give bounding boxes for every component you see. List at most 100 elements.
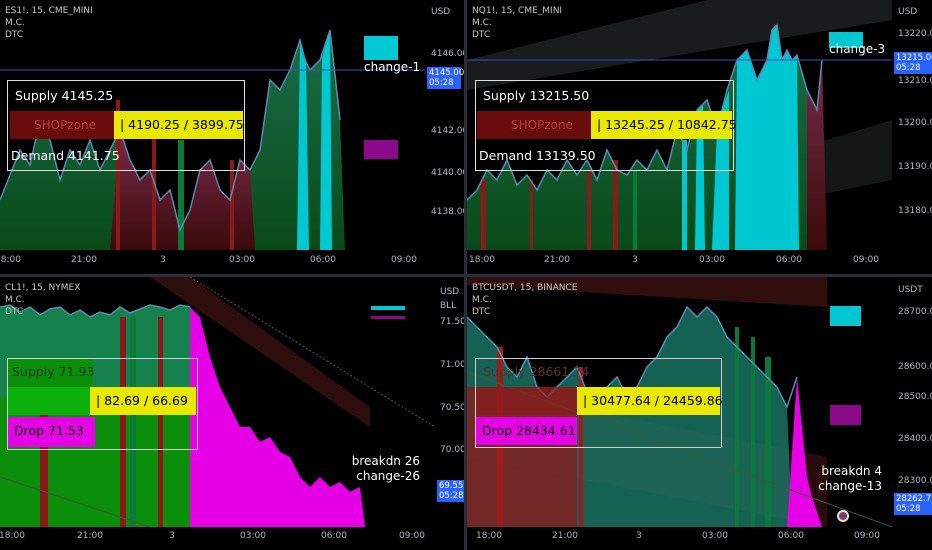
cyan-signal-square bbox=[829, 32, 863, 48]
price-tick: 71.50 bbox=[440, 317, 464, 327]
price-tick: 13200.00 bbox=[898, 118, 932, 128]
price-tick: 13220.00 bbox=[898, 29, 932, 39]
symbol-label[interactable]: CL1!, 15, NYMEX bbox=[5, 283, 81, 293]
cl-price-axis[interactable]: USD BLL 71.50 71.00 70.50 70.00 69.55 05… bbox=[435, 277, 464, 527]
range-label: | 13245.25 / 10842.75 bbox=[591, 111, 737, 139]
price-tick: 71.00 bbox=[440, 360, 464, 370]
price-tick: 13190.00 bbox=[898, 162, 932, 172]
current-price-tag: 4145.00 05:28 bbox=[427, 67, 464, 89]
range-label: | 30477.64 / 24459.86 bbox=[577, 387, 723, 415]
range-label: | 4190.25 / 3899.75 bbox=[114, 111, 244, 139]
time-tick: 18:00 bbox=[0, 255, 21, 265]
cl-time-axis[interactable]: 18:00 21:00 3 03:00 06:00 09:00 bbox=[0, 531, 435, 545]
time-tick: 21:00 bbox=[544, 255, 570, 265]
indicator-mc-label[interactable]: M.C. bbox=[472, 18, 492, 28]
time-tick: 03:00 bbox=[229, 255, 255, 265]
es-time-axis[interactable]: 18:00 21:00 3 03:00 06:00 09:00 bbox=[0, 255, 425, 269]
currency-label: USDT bbox=[898, 285, 923, 295]
price-tick: 4142.00 bbox=[431, 126, 464, 136]
price-tick: 13180.00 bbox=[898, 206, 932, 216]
unit-label: BLL bbox=[440, 301, 457, 311]
indicator-mc-label[interactable]: M.C. bbox=[5, 295, 25, 305]
symbol-label[interactable]: NQ1!, 15, CME_MINI bbox=[472, 6, 563, 16]
nq-price-area bbox=[467, 0, 892, 250]
time-tick: 09:00 bbox=[399, 531, 425, 541]
price-tick: 28600.00 bbox=[898, 362, 932, 372]
currency-label: USD bbox=[440, 287, 460, 297]
time-tick: 06:00 bbox=[776, 255, 802, 265]
symbol-label[interactable]: ES1!, 15, CME_MINI bbox=[5, 6, 93, 16]
breakdown-label: breakdn 4 bbox=[821, 464, 882, 478]
supply-drop-zone-box bbox=[7, 358, 198, 450]
time-tick: 03:00 bbox=[699, 255, 725, 265]
time-tick: 09:00 bbox=[853, 255, 879, 265]
time-tick: 06:00 bbox=[310, 255, 336, 265]
btc-chart-header: BTCUSDT, 15, BINANCE M.C. DTC bbox=[472, 282, 577, 318]
demand-label: Demand 4141.75 bbox=[11, 148, 120, 163]
es-price-axis[interactable]: USD 4146.00 4142.00 4140.00 4138.00 4145… bbox=[425, 0, 464, 250]
supply-label: Supply 4145.25 bbox=[15, 88, 114, 103]
cyan-legend-line bbox=[371, 306, 405, 310]
time-tick: 06:00 bbox=[321, 531, 347, 541]
time-tick: 18:00 bbox=[476, 531, 502, 541]
indicator-dtc-label[interactable]: DTC bbox=[5, 307, 24, 317]
nq-chart-header: NQ1!, 15, CME_MINI M.C. DTC bbox=[472, 5, 562, 41]
time-tick: 06:00 bbox=[778, 531, 804, 541]
change-note: change-1 bbox=[364, 60, 421, 74]
supply-bar bbox=[8, 359, 93, 387]
btc-chart-panel[interactable]: BTCUSDT, 15, BINANCE M.C. DTC Supply 286… bbox=[467, 277, 932, 550]
supply-demand-zone-box bbox=[475, 80, 734, 171]
indicator-mc-label[interactable]: M.C. bbox=[472, 295, 492, 305]
nq-time-axis[interactable]: 18:00 21:00 3 03:00 06:00 09:00 bbox=[467, 255, 892, 269]
cl-chart-panel[interactable]: CL1!, 15, NYMEX M.C. DTC Supply 71.93 | … bbox=[0, 277, 464, 550]
es-price-area bbox=[0, 29, 425, 250]
change-label: change-26 bbox=[356, 469, 420, 483]
current-time: 05:28 bbox=[896, 63, 921, 73]
current-price-tag: 13215.00 05:28 bbox=[894, 52, 932, 74]
range-label: | 82.69 / 66.69 bbox=[90, 387, 196, 415]
price-tick: 28700.00 bbox=[898, 307, 932, 317]
indicator-dtc-label[interactable]: DTC bbox=[472, 307, 491, 317]
magenta-signal-square bbox=[830, 405, 861, 425]
magenta-legend-line bbox=[371, 316, 405, 319]
time-tick: 18:00 bbox=[469, 255, 495, 265]
cyan-signal-square bbox=[364, 36, 398, 60]
current-price: 13215.00 bbox=[896, 53, 932, 63]
supply-label: Supply 28661.74 bbox=[483, 364, 590, 379]
symbol-label[interactable]: BTCUSDT, 15, BINANCE bbox=[472, 283, 578, 293]
price-tick: 4138.00 bbox=[431, 207, 464, 217]
btc-time-axis[interactable]: 18:00 21:00 3 03:00 06:00 09:00 bbox=[467, 531, 892, 545]
price-tick: 4140.00 bbox=[431, 168, 464, 178]
cl-chart-header: CL1!, 15, NYMEX M.C. DTC bbox=[5, 282, 80, 318]
currency-label: USD bbox=[431, 7, 451, 17]
indicator-dtc-label[interactable]: DTC bbox=[5, 30, 24, 40]
demand-label: Demand 13139.50 bbox=[479, 148, 596, 163]
nq-chart-panel[interactable]: NQ1!, 15, CME_MINI M.C. DTC Supply 13215… bbox=[467, 0, 932, 274]
current-time: 05:28 bbox=[896, 504, 921, 514]
time-tick: 09:00 bbox=[391, 255, 417, 265]
current-price: 4145.00 bbox=[429, 68, 464, 78]
time-tick: 3 bbox=[632, 255, 638, 265]
vertical-pane-divider[interactable] bbox=[464, 0, 467, 550]
shopzone-label: SHOPzone bbox=[10, 111, 114, 139]
time-tick: 09:00 bbox=[854, 531, 880, 541]
price-tick: 70.00 bbox=[440, 445, 464, 455]
price-tick: 13210.00 bbox=[898, 76, 932, 86]
current-time: 05:28 bbox=[429, 78, 454, 88]
time-tick: 21:00 bbox=[552, 531, 578, 541]
indicator-mc-label[interactable]: M.C. bbox=[5, 18, 25, 28]
supply-bar-ext bbox=[8, 387, 90, 415]
time-tick: 03:00 bbox=[702, 531, 728, 541]
indicator-dtc-label[interactable]: DTC bbox=[472, 30, 491, 40]
currency-label: USD bbox=[898, 7, 918, 17]
drop-label: Drop 28434.61 bbox=[476, 417, 577, 445]
es-chart-panel[interactable]: ES1!, 15, CME_MINI M.C. DTC Supply 4145.… bbox=[0, 0, 464, 274]
price-tick: 28300.00 bbox=[898, 476, 932, 486]
supply-bar-ext bbox=[476, 387, 577, 415]
time-tick: 3 bbox=[169, 531, 175, 541]
nq-price-axis[interactable]: USD 13220.00 13210.00 13200.00 13190.00 … bbox=[892, 0, 932, 250]
drop-label: Drop 71.53 bbox=[8, 417, 95, 447]
current-price: 69.55 bbox=[439, 481, 464, 491]
btc-price-axis[interactable]: USDT 28700.00 28600.00 28500.00 28400.00… bbox=[892, 277, 932, 527]
price-tick: 4146.00 bbox=[431, 49, 464, 59]
